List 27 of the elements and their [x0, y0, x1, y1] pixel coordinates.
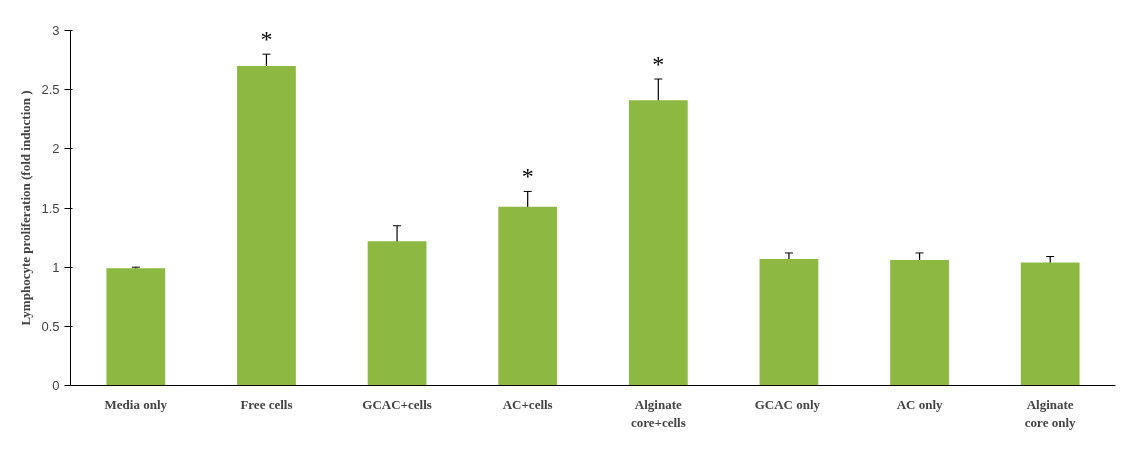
x-tick-label: Alginate core only [1024, 396, 1077, 430]
bar [759, 258, 819, 386]
data-label: * [652, 51, 665, 78]
data-label: * [260, 26, 273, 53]
x-tick-label: Media only [104, 396, 168, 412]
y-tick-label: 1 [52, 259, 60, 275]
x-tick-label: AC+cells [502, 396, 553, 412]
bar [106, 268, 166, 386]
bar [498, 206, 558, 386]
y-tick-label: 3 [52, 23, 60, 38]
y-tick-label: 2 [52, 141, 60, 157]
y-tick-label: 1.5 [41, 200, 60, 216]
bar [237, 66, 296, 386]
bar [367, 241, 427, 386]
x-tick-label: GCAC+cells [362, 396, 432, 412]
data-label: * [521, 163, 534, 190]
y-tick-label: 2.5 [41, 82, 60, 98]
bar [1020, 262, 1080, 386]
x-tick-label: AC only [896, 396, 943, 412]
x-tick-label: Alginate core+cells [630, 396, 686, 430]
x-tick-label: GCAC only [754, 396, 821, 412]
y-tick-label: 0.5 [41, 318, 60, 334]
bar [628, 100, 688, 386]
bar [890, 260, 949, 386]
x-tick-label: Free cells [240, 396, 293, 412]
y-tick-label: 0 [52, 378, 60, 393]
y-axis-title: Lymphocyte proliferation (fold induction ) [18, 90, 34, 326]
